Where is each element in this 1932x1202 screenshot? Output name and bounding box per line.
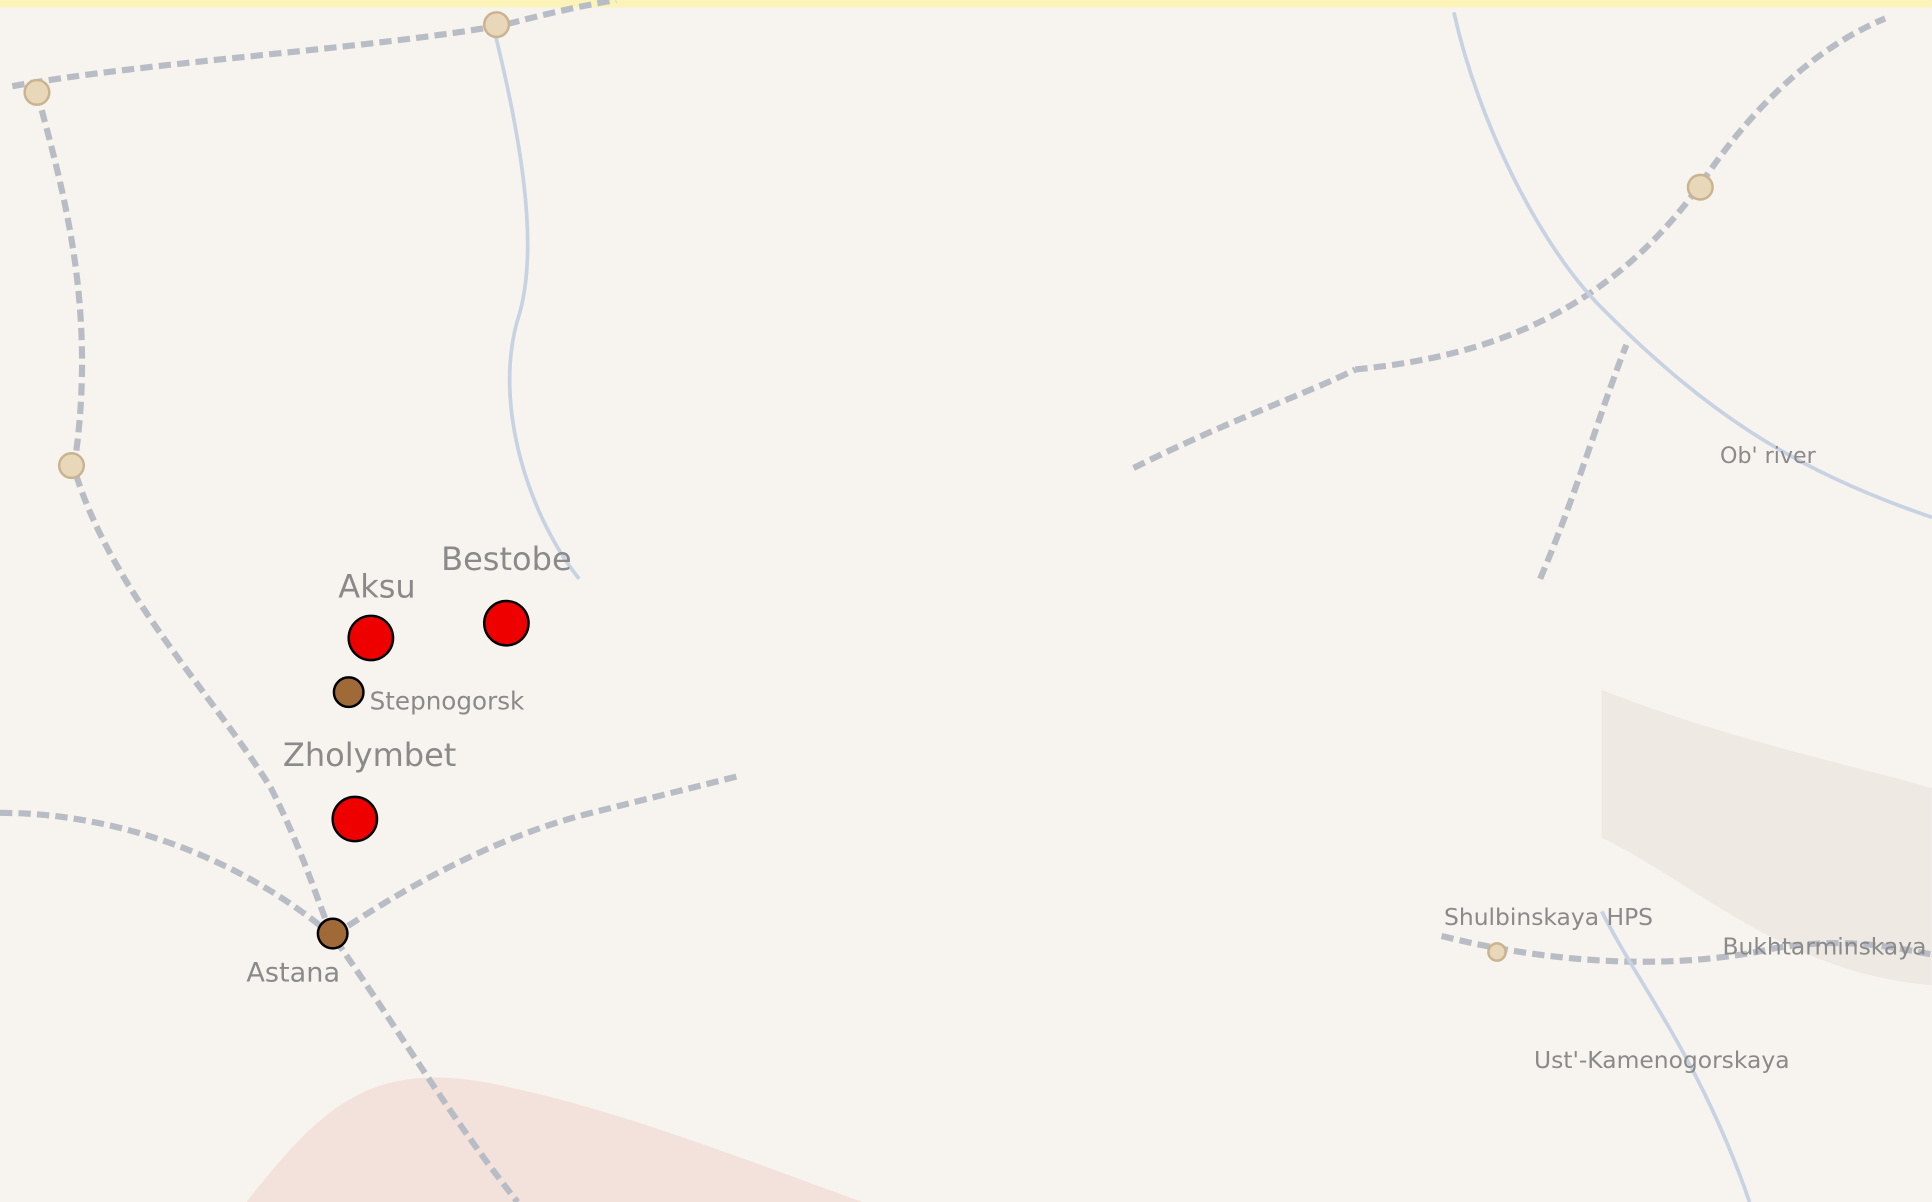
map-label: Aksu [338, 567, 415, 605]
map-label: Bukhtarminskaya [1722, 932, 1926, 960]
map-label: Zholymbet [283, 736, 456, 774]
region [1601, 689, 1932, 986]
city-marker [332, 676, 365, 709]
mine-marker [482, 599, 530, 647]
map-label: Bestobe [441, 540, 572, 578]
region [246, 1077, 863, 1202]
map-label: Stepnogorsk [370, 686, 525, 715]
map-label: Ob' river [1720, 443, 1817, 469]
mine-marker [347, 614, 395, 662]
mine-markers [316, 599, 530, 950]
map-label: Shulbinskaya HPS [1444, 903, 1653, 931]
map-label: Ust'-Kamenogorskaya [1534, 1046, 1790, 1074]
rivers [491, 11, 1932, 1202]
map-label: Astana [246, 958, 340, 989]
towns [23, 11, 1714, 962]
mine-marker [331, 795, 379, 843]
top-strip [0, 0, 1932, 8]
city-marker [316, 917, 349, 950]
